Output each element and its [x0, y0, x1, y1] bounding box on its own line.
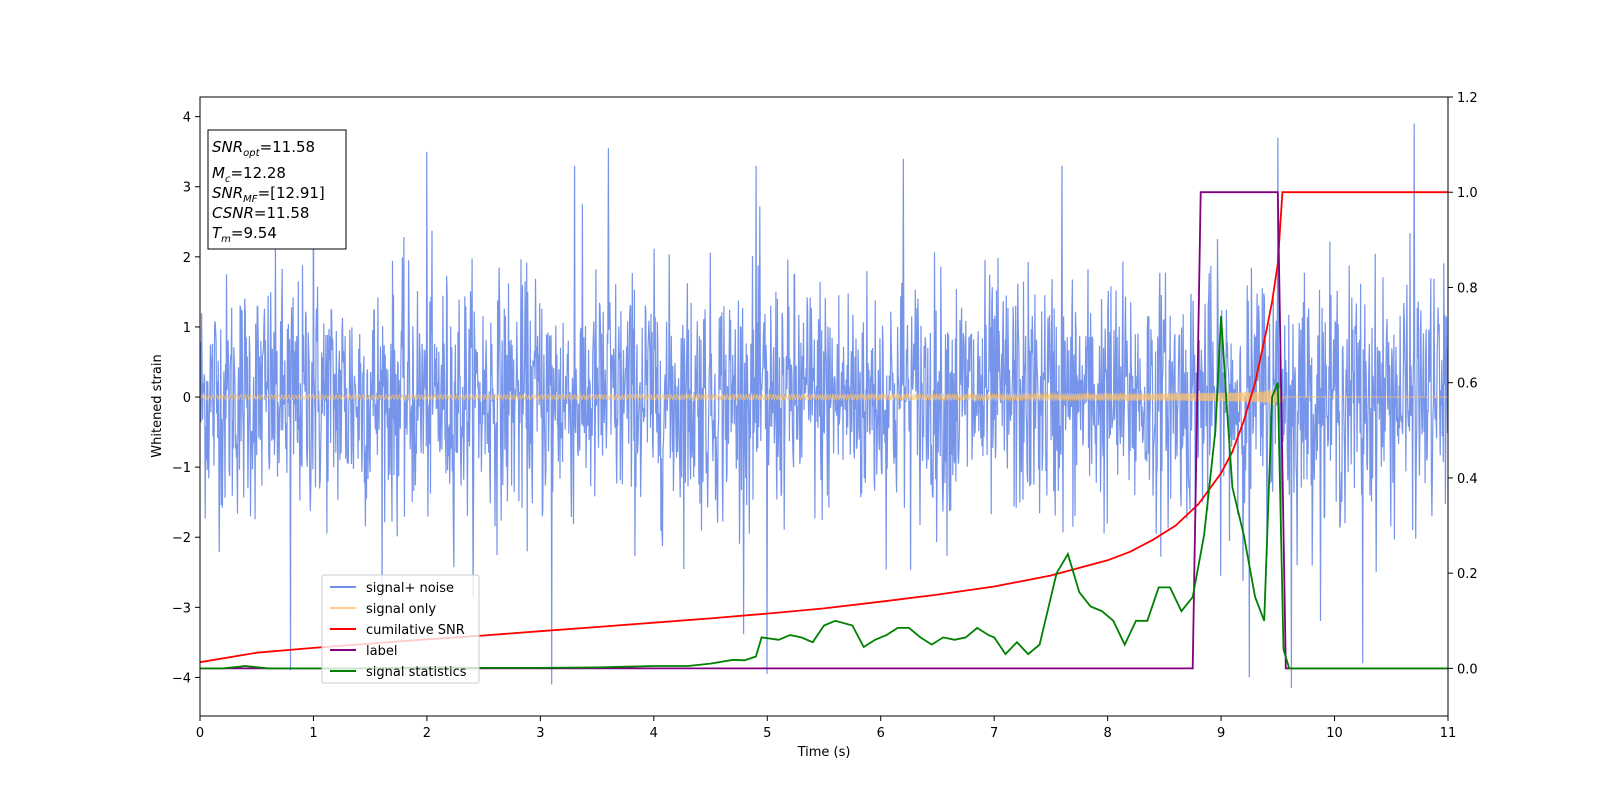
y-tick-label-right: 0.6 — [1457, 377, 1478, 392]
series-signal-plus-noise — [200, 123, 1448, 689]
y-axis-label: Whitened strain — [150, 354, 165, 457]
x-tick-label: 2 — [423, 726, 431, 741]
y-tick-label-left: 0 — [183, 391, 191, 406]
y-tick-label-right: 0.2 — [1457, 567, 1478, 582]
y-tick-label-left: 4 — [183, 111, 191, 126]
x-tick-label: 8 — [1103, 726, 1111, 741]
y-tick-label-right: 0.0 — [1457, 662, 1478, 677]
info-csnr: CSNR=11.58 — [212, 204, 309, 222]
info-snr-mf: SNRMF=[12.91] — [212, 184, 325, 205]
info-mc: Mc=12.28 — [212, 164, 286, 185]
y-tick-label-left: −2 — [172, 531, 191, 546]
x-tick-label: 7 — [990, 726, 998, 741]
series-signal-only — [200, 387, 1448, 407]
info-snr-opt: SNRopt=11.58 — [212, 138, 315, 159]
info-box: SNRopt=11.58 Mc=12.28 SNRMF=[12.91] CSNR… — [207, 129, 347, 250]
x-tick-label: 0 — [196, 726, 204, 741]
legend-label: signal statistics — [366, 665, 467, 680]
x-tick-label: 1 — [309, 726, 317, 741]
y-tick-label-right: 0.8 — [1457, 281, 1478, 296]
y-tick-label-left: −1 — [172, 461, 191, 476]
series-signal-statistics — [200, 315, 1448, 670]
x-axis-label: Time (s) — [797, 745, 851, 760]
y-tick-label-left: −4 — [172, 671, 191, 686]
info-box-frame — [207, 129, 347, 250]
legend-label: cumilative SNR — [366, 623, 465, 638]
y-tick-label-left: 1 — [183, 321, 191, 336]
y-tick-label-left: 3 — [183, 181, 191, 196]
y-tick-label-left: −3 — [172, 601, 191, 616]
axes: 0 1 2 3 4 5 6 7 8 9 10 11 −4 −3 −2 −1 0 1 2 3 4 0.0 0.2 0.4 0.6 0… — [172, 91, 1478, 741]
x-tick-label: 4 — [650, 726, 658, 741]
info-tm: Tm=9.54 — [212, 224, 277, 245]
x-tick-label: 11 — [1440, 726, 1457, 741]
legend-label: signal only — [366, 602, 436, 617]
plot-frame — [199, 96, 1449, 717]
legend-frame — [321, 574, 480, 684]
x-tick-label: 5 — [763, 726, 771, 741]
x-tick-label: 9 — [1217, 726, 1225, 741]
y-tick-label-left: 2 — [183, 251, 191, 266]
legend-label: signal+ noise — [366, 581, 454, 596]
x-tick-label: 3 — [536, 726, 544, 741]
y-tick-label-right: 1.0 — [1457, 186, 1478, 201]
x-tick-label: 10 — [1326, 726, 1343, 741]
y-tick-label-right: 1.2 — [1457, 91, 1478, 106]
y-tick-label-right: 0.4 — [1457, 472, 1478, 487]
legend: signal+ noise signal only cumilative SNR la… — [321, 574, 480, 684]
legend-label: label — [366, 644, 397, 659]
x-tick-label: 6 — [877, 726, 885, 741]
